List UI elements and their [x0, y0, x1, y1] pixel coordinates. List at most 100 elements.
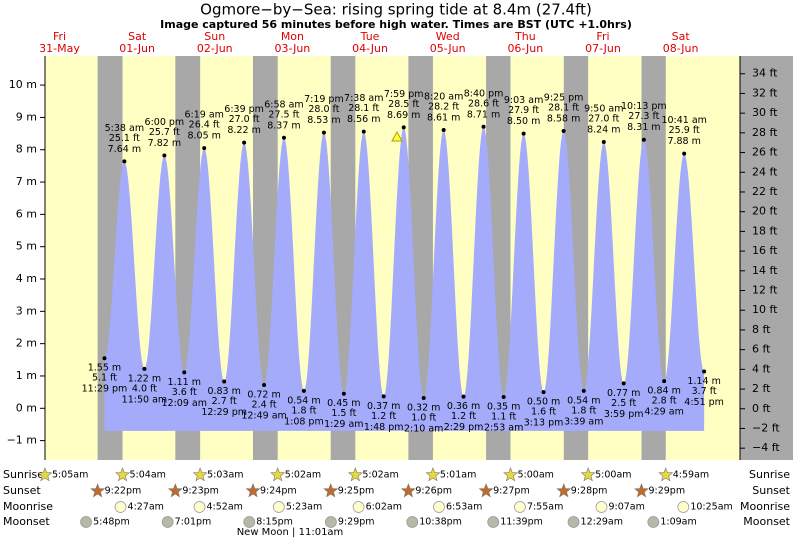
tide-time-label: 1:08 pm: [284, 416, 324, 427]
sunrise-icon: [270, 467, 286, 482]
moonrise-time: 6:53am: [446, 502, 482, 513]
tide-point: [621, 381, 626, 386]
y2-tick-label: 8 ft: [752, 323, 771, 336]
tide-point: [381, 394, 386, 399]
tide-ft-label: 3.7 ft: [692, 386, 717, 397]
tide-ft-label: 28.1 ft: [548, 102, 579, 113]
tide-point: [561, 128, 566, 133]
sunset-icon: [556, 483, 572, 498]
tide-ft-label: 1.2 ft: [371, 411, 396, 422]
tide-time-label: 2:53 am: [484, 422, 523, 433]
chart-title: Ogmore−by−Sea: rising spring tide at 8.4…: [200, 1, 592, 19]
day-name: Sun: [204, 30, 225, 43]
sunrise-time: 5:01am: [440, 470, 476, 481]
moonrise-icon: [114, 501, 127, 513]
moonrise-icon: [514, 501, 526, 513]
tide-time-label: 12:09 am: [162, 398, 207, 409]
tide-point: [702, 369, 707, 374]
sunrise-time: 5:00am: [595, 470, 631, 481]
tide-ft-label: 27.0 ft: [588, 113, 619, 124]
sunset-time: 9:25pm: [338, 486, 375, 497]
tide-ft-label: 25.9 ft: [669, 125, 700, 136]
tide-time-label: 9:03 am: [504, 95, 543, 106]
moonrise-time: 5:23am: [286, 502, 322, 513]
right-axis-background: [740, 56, 793, 460]
day-name: Mon: [281, 30, 304, 43]
moonrise-icon: [433, 501, 445, 513]
day-name: Tue: [360, 30, 380, 43]
sunset-time: 9:24pm: [260, 486, 297, 497]
tide-ft-label: 2.5 ft: [611, 398, 636, 409]
y2-tick-label: 0 ft: [752, 402, 771, 415]
tide-point: [481, 124, 486, 129]
tide-m-label: 0.32 m: [407, 402, 440, 413]
moon-phase: New Moon | 11:01am: [237, 527, 344, 538]
y2-tick-label: −4 ft: [752, 441, 780, 454]
tide-point: [262, 383, 267, 388]
tide-point: [321, 130, 326, 135]
tide-ft-label: 1.6 ft: [531, 407, 556, 418]
tide-ft-label: 27.0 ft: [229, 114, 260, 125]
y-tick-label: 7 m: [16, 175, 37, 188]
tide-m-label: 0.36 m: [447, 401, 480, 412]
tide-time-label: 7:38 am: [344, 93, 383, 104]
tide-ft-label: 27.5 ft: [268, 109, 299, 120]
moonrise-icon: [677, 501, 690, 513]
moonset-icon: [80, 516, 92, 528]
tide-point: [162, 153, 167, 158]
sunset-time: 9:28pm: [571, 486, 608, 497]
moonrise-time: 4:52am: [207, 502, 243, 513]
moonset-icon: [647, 516, 660, 528]
moonset-icon: [243, 516, 256, 528]
tide-point: [122, 159, 127, 164]
tide-time-label: 11:50 am: [122, 394, 167, 405]
day-name: Sat: [672, 30, 691, 43]
y-tick-label: 5 m: [16, 240, 37, 253]
y2-tick-label: 20 ft: [752, 205, 778, 218]
tide-m-label: 8.37 m: [267, 120, 300, 131]
day-name: Fri: [596, 30, 609, 43]
tide-m-label: 0.72 m: [247, 390, 280, 401]
sunrise-icon: [425, 467, 441, 482]
y2-tick-label: 32 ft: [752, 86, 778, 99]
tide-time-label: 8:20 am: [424, 92, 463, 103]
moonrise-time: 10:25am: [690, 502, 732, 513]
tide-point: [142, 366, 147, 371]
tide-point: [242, 140, 247, 145]
y2-tick-label: −2 ft: [752, 421, 780, 434]
tide-m-label: 0.50 m: [527, 397, 560, 408]
tide-ft-label: 4.0 ft: [132, 383, 157, 394]
y-tick-label: 10 m: [9, 78, 37, 91]
row-label: Sunrise: [749, 468, 790, 481]
tide-point: [401, 125, 406, 130]
sunrise-time: 5:03am: [207, 470, 243, 481]
tide-m-label: 8.53 m: [307, 115, 340, 126]
tide-time-label: 7:59 pm: [384, 89, 424, 100]
tide-m-label: 1.55 m: [88, 363, 121, 374]
chart-subtitle: Image captured 56 minutes before high wa…: [160, 18, 632, 31]
tide-time-label: 1:48 pm: [364, 422, 404, 433]
tide-point: [361, 129, 366, 134]
tide-m-label: 8.22 m: [227, 125, 260, 136]
sunrise-icon: [347, 467, 363, 482]
tide-ft-label: 1.8 ft: [571, 405, 596, 416]
row-label: Moonset: [3, 515, 50, 528]
sunrise-icon: [115, 467, 131, 482]
moonset-icon: [567, 516, 580, 528]
sunset-icon: [478, 483, 494, 498]
sunset-icon: [245, 483, 261, 498]
tide-time-label: 4:29 am: [644, 407, 683, 418]
tide-m-label: 8.61 m: [427, 113, 460, 124]
tide-time-label: 4:51 pm: [684, 397, 724, 408]
tide-m-label: 0.45 m: [327, 398, 360, 409]
moonrise-icon: [193, 501, 206, 513]
sunrise-time: 5:02am: [285, 470, 321, 481]
row-label: Moonset: [743, 515, 790, 528]
y2-tick-label: 12 ft: [752, 284, 778, 297]
tide-time-label: 12:29 pm: [201, 407, 247, 418]
tide-ft-label: 5.1 ft: [92, 373, 117, 384]
tide-point: [421, 395, 426, 400]
tide-m-label: 7.88 m: [667, 136, 700, 147]
tide-point: [202, 146, 207, 151]
tide-m-label: 0.54 m: [567, 395, 600, 406]
